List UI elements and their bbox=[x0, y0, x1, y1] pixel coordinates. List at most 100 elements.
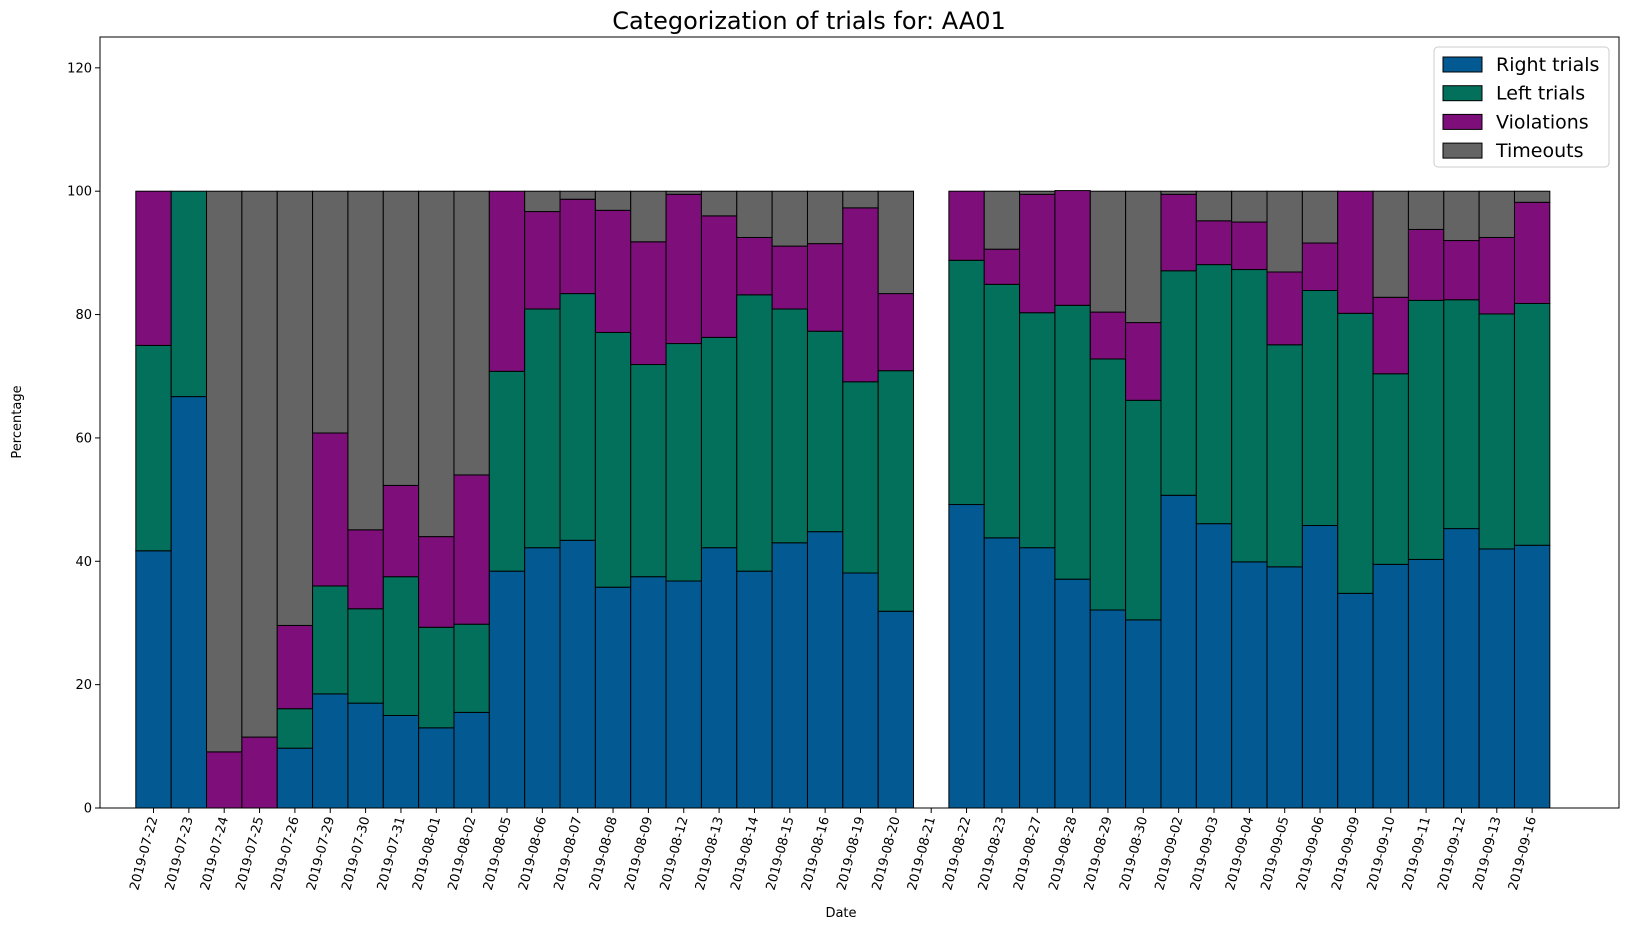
x-tick-label: 2019-08-19 bbox=[834, 815, 868, 892]
bar-left-trials-2019-08-07 bbox=[559, 293, 596, 541]
x-tick-label: 2019-08-07 bbox=[552, 815, 586, 892]
x-axis-label: Date bbox=[825, 906, 856, 921]
bar-left-trials-2019-08-27 bbox=[1019, 312, 1056, 549]
bar-violations-2019-09-09 bbox=[1337, 190, 1374, 314]
bar-timeouts-2019-08-12 bbox=[665, 190, 702, 195]
bar-violations-2019-08-06 bbox=[524, 211, 561, 310]
bar-timeouts-2019-08-02 bbox=[453, 190, 490, 476]
bar-right-trials-2019-09-16 bbox=[1513, 544, 1551, 809]
x-tick-label: 2019-08-08 bbox=[587, 815, 621, 892]
bar-left-trials-2019-09-03 bbox=[1195, 264, 1233, 525]
bar-left-trials-2019-08-14 bbox=[736, 294, 773, 572]
x-tick-label: 2019-08-23 bbox=[976, 815, 1010, 892]
x-tick-label: 2019-09-03 bbox=[1188, 815, 1222, 892]
bar-right-trials-2019-09-11 bbox=[1407, 558, 1445, 809]
bar-timeouts-2019-08-30 bbox=[1125, 190, 1162, 324]
bar-right-trials-2019-07-23 bbox=[170, 396, 208, 809]
bar-timeouts-2019-08-01 bbox=[418, 190, 455, 538]
bar-violations-2019-08-23 bbox=[983, 248, 1021, 285]
bar-violations-2019-09-12 bbox=[1443, 240, 1480, 301]
bar-violations-2019-09-06 bbox=[1301, 242, 1339, 291]
bar-right-trials-2019-08-01 bbox=[418, 727, 455, 809]
y-tick-label: 40 bbox=[75, 555, 92, 570]
bar-left-trials-2019-08-22 bbox=[948, 259, 985, 506]
bar-left-trials-2019-09-04 bbox=[1231, 269, 1268, 563]
bar-violations-2019-08-07 bbox=[559, 198, 596, 295]
bar-timeouts-2019-08-29 bbox=[1089, 190, 1127, 313]
x-tick-label: 2019-07-23 bbox=[163, 815, 197, 892]
bar-right-trials-2019-08-16 bbox=[806, 531, 844, 809]
bar-left-trials-2019-09-16 bbox=[1513, 302, 1551, 546]
x-tick-label: 2019-08-14 bbox=[728, 815, 762, 892]
bar-right-trials-2019-08-14 bbox=[736, 570, 773, 809]
bar-left-trials-2019-08-05 bbox=[488, 370, 526, 572]
x-tick-label: 2019-09-16 bbox=[1506, 815, 1540, 892]
bar-violations-2019-08-19 bbox=[842, 207, 879, 383]
x-tick-label: 2019-08-28 bbox=[1046, 815, 1080, 892]
bar-timeouts-2019-08-20 bbox=[877, 190, 915, 295]
bar-left-trials-2019-09-12 bbox=[1443, 299, 1480, 530]
y-tick-label: 20 bbox=[75, 678, 92, 693]
bar-right-trials-2019-09-04 bbox=[1231, 561, 1268, 809]
x-tick-label: 2019-08-12 bbox=[658, 815, 692, 892]
bar-timeouts-2019-08-06 bbox=[524, 190, 561, 213]
bar-timeouts-2019-07-25 bbox=[241, 190, 278, 738]
bar-timeouts-2019-09-13 bbox=[1478, 190, 1515, 238]
bar-timeouts-2019-09-05 bbox=[1266, 190, 1303, 273]
bar-left-trials-2019-08-01 bbox=[418, 626, 455, 729]
bar-violations-2019-09-13 bbox=[1478, 236, 1515, 315]
y-axis-label: Percentage bbox=[10, 385, 25, 458]
x-tick-label: 2019-08-20 bbox=[870, 815, 904, 892]
bar-timeouts-2019-09-12 bbox=[1443, 190, 1480, 242]
x-tick-label: 2019-07-26 bbox=[269, 815, 303, 892]
bar-timeouts-2019-08-14 bbox=[736, 190, 773, 238]
bar-violations-2019-08-16 bbox=[806, 243, 844, 332]
x-tick-label: 2019-09-04 bbox=[1223, 815, 1257, 892]
legend-swatch-violations bbox=[1442, 113, 1483, 130]
bar-violations-2019-08-29 bbox=[1089, 311, 1127, 360]
bar-timeouts-2019-08-19 bbox=[842, 190, 879, 209]
bar-violations-2019-08-09 bbox=[630, 241, 667, 366]
x-tick-label: 2019-07-22 bbox=[127, 815, 161, 892]
bar-right-trials-2019-08-05 bbox=[488, 570, 526, 809]
bar-right-trials-2019-08-09 bbox=[630, 576, 667, 809]
y-axis: 0 20 40 60 80 100 120 bbox=[67, 61, 100, 817]
y-tick-label: 120 bbox=[67, 61, 92, 76]
bar-left-trials-2019-09-02 bbox=[1160, 270, 1197, 496]
bar-violations-2019-08-14 bbox=[736, 236, 773, 296]
bar-left-trials-2019-08-23 bbox=[983, 283, 1021, 539]
bar-violations-2019-08-27 bbox=[1019, 193, 1056, 314]
x-tick-label: 2019-09-05 bbox=[1259, 815, 1293, 892]
x-tick-label: 2019-07-29 bbox=[304, 815, 338, 892]
chart-title: Categorization of trials for: AA01 bbox=[612, 7, 1006, 35]
x-tick-label: 2019-08-13 bbox=[693, 815, 727, 892]
bar-left-trials-2019-07-26 bbox=[276, 708, 314, 749]
bar-right-trials-2019-09-13 bbox=[1478, 548, 1515, 809]
bar-left-trials-2019-08-19 bbox=[842, 381, 879, 574]
bar-right-trials-2019-08-28 bbox=[1054, 578, 1091, 809]
bar-right-trials-2019-09-12 bbox=[1443, 528, 1480, 809]
bar-left-trials-2019-09-11 bbox=[1407, 299, 1445, 560]
bar-violations-2019-08-15 bbox=[771, 245, 808, 310]
bar-left-trials-2019-08-02 bbox=[453, 623, 490, 713]
bar-right-trials-2019-09-06 bbox=[1301, 525, 1339, 809]
bar-timeouts-2019-08-09 bbox=[630, 190, 667, 243]
x-tick-label: 2019-08-02 bbox=[445, 815, 479, 892]
bar-left-trials-2019-09-06 bbox=[1301, 290, 1339, 526]
bar-timeouts-2019-08-07 bbox=[559, 190, 596, 200]
x-tick-label: 2019-08-21 bbox=[905, 815, 939, 892]
bar-violations-2019-09-03 bbox=[1195, 220, 1233, 266]
x-tick-label: 2019-08-30 bbox=[1117, 815, 1151, 892]
bar-right-trials-2019-08-13 bbox=[700, 547, 738, 809]
bar-left-trials-2019-07-29 bbox=[312, 585, 349, 695]
y-tick-label: 100 bbox=[67, 185, 92, 200]
bar-timeouts-2019-09-11 bbox=[1407, 190, 1445, 230]
bar-timeouts-2019-07-26 bbox=[276, 190, 314, 626]
bar-violations-2019-09-05 bbox=[1266, 271, 1303, 346]
x-tick-label: 2019-09-02 bbox=[1152, 815, 1186, 892]
legend-swatch-timeouts bbox=[1442, 142, 1483, 159]
y-tick-label: 60 bbox=[75, 431, 92, 446]
x-tick-label: 2019-09-11 bbox=[1400, 815, 1434, 892]
bar-timeouts-2019-07-30 bbox=[347, 190, 384, 531]
